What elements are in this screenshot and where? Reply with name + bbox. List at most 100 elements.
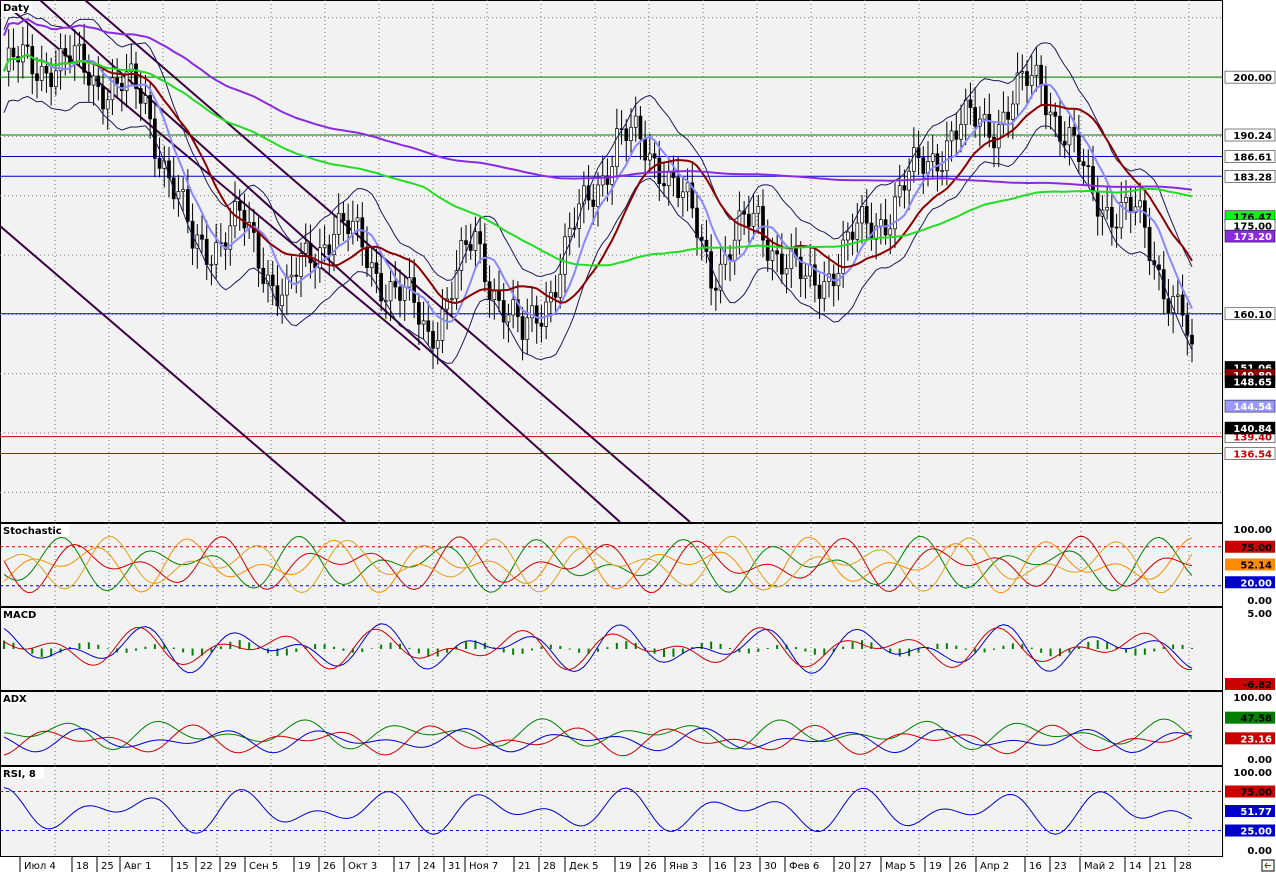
candle-body	[1077, 134, 1081, 163]
candle-body	[336, 213, 341, 235]
candle-body	[497, 290, 501, 301]
candle-body	[657, 157, 662, 184]
price-tag-label: 183.28	[1233, 172, 1272, 183]
candle-body	[765, 239, 770, 261]
macd-histogram-bar	[342, 648, 345, 651]
candle-body	[483, 243, 487, 283]
macd-histogram-bar	[135, 648, 137, 651]
candle-body	[747, 213, 751, 227]
bollinger-lower	[3, 95, 1193, 364]
candle-body	[1011, 103, 1015, 120]
macd-histogram-bar	[446, 648, 449, 653]
macd-histogram-bar	[1077, 646, 1080, 649]
candle-body	[596, 184, 600, 207]
macd-histogram-bar	[182, 648, 185, 653]
osc-tag-label: 0.00	[1247, 846, 1272, 857]
candle-body	[492, 290, 497, 300]
osc-tag-label: 75.00	[1240, 543, 1272, 554]
scroll-left-icon	[1264, 862, 1271, 869]
time-tick-label: Мар 5	[885, 861, 916, 872]
time-tick-label: 27	[859, 861, 872, 872]
macd-histogram-bar	[898, 648, 901, 657]
adx-line	[3, 727, 1193, 754]
candle-body	[935, 153, 940, 172]
candle-body	[850, 231, 855, 240]
macd-histogram-bar	[889, 648, 892, 654]
price-tag	[1224, 170, 1276, 183]
candle-body	[478, 231, 482, 245]
macd-histogram-bar	[314, 644, 317, 649]
ma-200-line	[3, 18, 1193, 191]
candle-body	[468, 244, 473, 251]
candle-body	[949, 130, 954, 142]
macd-histogram-bar	[1181, 644, 1184, 649]
candle-body	[327, 244, 332, 256]
time-tick-label: 29	[224, 861, 237, 872]
candle-body	[987, 113, 992, 138]
macd-histogram-bar	[757, 648, 760, 652]
candle-body	[817, 284, 822, 299]
macd-histogram-bar	[427, 648, 430, 657]
macd-histogram-bar	[248, 642, 251, 649]
candle-body	[369, 262, 374, 268]
candle-body	[879, 219, 883, 227]
osc-tag	[1225, 540, 1275, 553]
candle-body	[1025, 71, 1029, 86]
candle-body	[690, 182, 695, 209]
macd-histogram-bar	[276, 648, 279, 657]
macd-histogram-bar	[512, 648, 515, 655]
macd-histogram-bar	[12, 642, 15, 649]
macd-signal-line	[3, 627, 1192, 671]
osc-tag-label: 100.00	[1233, 768, 1272, 779]
macd-histogram-bar	[78, 643, 81, 649]
candle-body	[1157, 264, 1161, 270]
candle-body	[39, 65, 44, 81]
candle-body	[732, 239, 737, 261]
macd-histogram-bar	[549, 644, 552, 649]
candle-body	[1105, 207, 1109, 211]
price-tag-label: 136.54	[1233, 450, 1272, 461]
candle-body	[30, 46, 35, 75]
macd-histogram-bar	[1030, 647, 1033, 649]
candle-body	[572, 227, 577, 230]
candle-body	[652, 153, 657, 159]
candle-body	[289, 274, 294, 278]
candle-body	[1176, 294, 1180, 297]
candle-body	[256, 232, 261, 269]
candle-body	[803, 275, 808, 279]
macd-histogram-bar	[380, 644, 383, 649]
candle-body	[516, 299, 520, 317]
candle-body	[525, 317, 530, 340]
candle-body	[718, 263, 723, 291]
macd-histogram-bar	[738, 648, 741, 653]
candle-body	[412, 277, 416, 303]
candle-body	[1133, 206, 1138, 214]
candle-body	[567, 227, 572, 238]
macd-histogram-bar	[568, 648, 571, 650]
price-tag	[1224, 375, 1276, 388]
candle-body	[186, 189, 190, 222]
ma-100-line	[3, 53, 1193, 267]
candle-body	[360, 217, 365, 248]
price-tag-label: 148.65	[1233, 378, 1272, 389]
macd-histogram-bar	[1153, 648, 1156, 652]
candle-body	[138, 88, 143, 104]
candle-body	[346, 220, 350, 235]
time-tick-label: Авг 1	[124, 861, 152, 872]
time-tick-label: 16	[1029, 861, 1042, 872]
candle-body	[1114, 226, 1119, 229]
candle-body	[968, 99, 973, 108]
candle-body	[440, 308, 445, 341]
macd-histogram-bar	[974, 648, 977, 653]
macd-histogram-bar	[97, 644, 100, 649]
macd-histogram-bar	[1191, 647, 1193, 649]
stoch-line	[3, 536, 1193, 594]
candle-body	[539, 322, 544, 327]
time-tick-label: 30	[764, 861, 777, 872]
candle-body	[610, 166, 614, 185]
macd-histogram-bar	[625, 641, 628, 649]
candle-body	[365, 246, 369, 268]
candle-body	[68, 55, 72, 64]
candle-body	[1053, 111, 1058, 117]
